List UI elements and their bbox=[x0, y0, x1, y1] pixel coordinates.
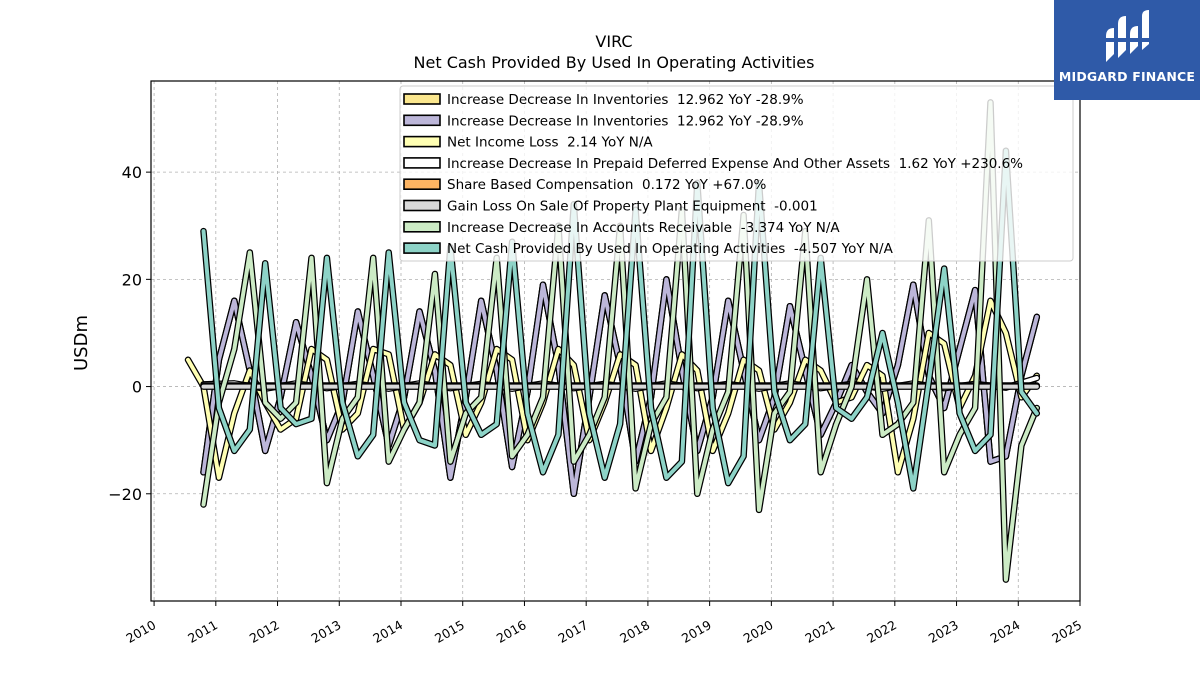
x-tick-label: 2023 bbox=[926, 617, 961, 646]
x-tick-label: 2021 bbox=[802, 617, 837, 646]
y-tick-label: 0 bbox=[132, 378, 142, 397]
legend-swatch bbox=[403, 93, 441, 105]
legend: Increase Decrease In Inventories 12.962 … bbox=[399, 85, 1074, 262]
legend-swatch bbox=[403, 135, 441, 148]
legend-label: Net Cash Provided By Used In Operating A… bbox=[447, 241, 894, 257]
legend-label: Gain Loss On Sale Of Property Plant Equi… bbox=[447, 199, 818, 215]
x-tick-label: 2015 bbox=[432, 617, 467, 646]
x-tick-label: 2020 bbox=[741, 617, 776, 646]
x-tick-label: 2011 bbox=[185, 617, 220, 646]
legend-label: Increase Decrease In Inventories 12.962 … bbox=[447, 113, 804, 129]
midgard-finance-logo-icon bbox=[1104, 10, 1150, 62]
y-tick-label: −20 bbox=[108, 485, 142, 504]
midgard-finance-logo: MIDGARD FINANCE bbox=[1054, 0, 1200, 100]
y-tick-label: 40 bbox=[122, 163, 142, 182]
x-tick-label: 2014 bbox=[370, 617, 405, 646]
legend-swatch bbox=[403, 221, 441, 233]
x-tick-label: 2019 bbox=[679, 617, 714, 646]
series-8 bbox=[200, 147, 1041, 492]
series-line bbox=[201, 148, 1039, 491]
legend-swatch bbox=[403, 199, 441, 212]
y-axis-label: USDm bbox=[71, 315, 92, 371]
x-tick-label: 2016 bbox=[494, 617, 529, 646]
chart-subtitle: Net Cash Provided By Used In Operating A… bbox=[414, 53, 815, 72]
x-tick-label: 2018 bbox=[617, 617, 652, 646]
series-3 bbox=[184, 297, 1041, 481]
x-tick-label: 2017 bbox=[555, 617, 590, 646]
x-tick-label: 2022 bbox=[864, 617, 899, 646]
x-tick-label: 2012 bbox=[247, 617, 282, 646]
legend-label: Share Based Compensation 0.172 YoY +67.0… bbox=[447, 177, 767, 193]
legend-label: Net Income Loss 2.14 YoY N/A bbox=[447, 135, 653, 151]
x-tick-label: 2025 bbox=[1049, 617, 1084, 646]
legend-swatch bbox=[403, 157, 441, 169]
x-tick-label: 2024 bbox=[988, 617, 1023, 646]
legend-label: Increase Decrease In Accounts Receivable… bbox=[447, 220, 840, 236]
series-lines bbox=[184, 99, 1041, 583]
logo-text: MIDGARD FINANCE bbox=[1058, 69, 1196, 84]
series-line bbox=[186, 298, 1039, 480]
y-tick-label: 20 bbox=[122, 270, 142, 289]
legend-frame bbox=[399, 85, 1074, 262]
legend-swatch bbox=[403, 114, 441, 127]
legend-swatch bbox=[403, 242, 441, 254]
x-tick-label: 2013 bbox=[309, 617, 344, 646]
chart-title: VIRC bbox=[595, 32, 632, 51]
legend-swatch bbox=[403, 178, 441, 190]
legend-label: Increase Decrease In Inventories 12.962 … bbox=[447, 92, 804, 108]
legend-label: Increase Decrease In Prepaid Deferred Ex… bbox=[447, 156, 1023, 172]
x-tick-label: 2010 bbox=[123, 617, 158, 646]
plot-frame bbox=[150, 80, 1081, 602]
